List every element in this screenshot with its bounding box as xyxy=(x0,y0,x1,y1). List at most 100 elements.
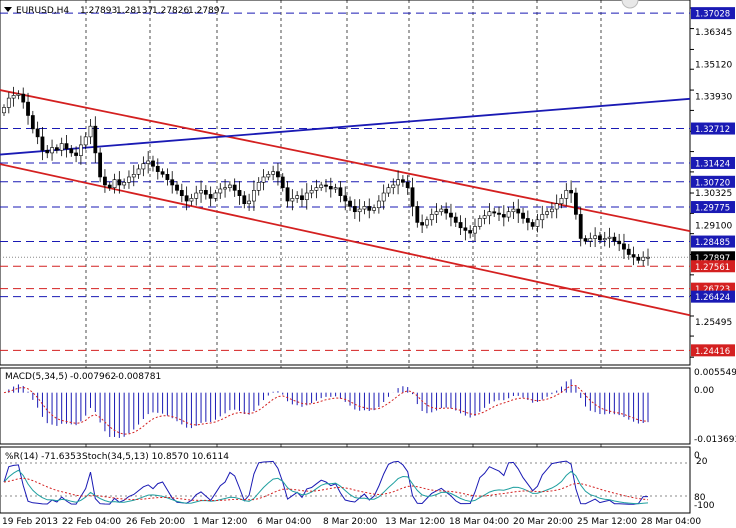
osc-label-2: Stoch(34,5,13) 10.8570 10.6114 xyxy=(82,452,229,462)
macd-histogram xyxy=(8,379,649,438)
candle-body xyxy=(11,95,16,99)
price-tag-box xyxy=(691,201,735,214)
candle-body xyxy=(607,236,612,239)
candle-body xyxy=(348,200,352,207)
candle-body xyxy=(2,107,6,114)
candle-body xyxy=(352,206,357,213)
price-tag-text: 1.33930 xyxy=(695,92,732,102)
candle-body xyxy=(247,200,252,205)
candle-body xyxy=(194,192,199,199)
candle-body xyxy=(184,195,189,202)
candle-body xyxy=(227,184,232,188)
candle-body xyxy=(146,160,151,164)
candle-body xyxy=(636,256,641,261)
macd-signal-line xyxy=(3,384,649,435)
candle-body xyxy=(112,179,117,188)
candle-body xyxy=(521,212,525,219)
price-tag-text: 1.28485 xyxy=(695,238,730,248)
price-tag-text: 1.27897 xyxy=(695,254,730,264)
macd-tick-zero: 0.00 xyxy=(694,386,714,396)
candle-body xyxy=(453,216,458,223)
candle-body xyxy=(492,211,497,214)
price-tag-box xyxy=(691,156,735,169)
candle-body xyxy=(482,215,487,219)
candle-body xyxy=(256,182,261,191)
macd-tick-bottom: -0.013693 xyxy=(694,435,736,445)
time-label: 28 Mar 04:00 xyxy=(641,517,701,527)
candle-body xyxy=(468,230,473,234)
price-tag-text: 1.26424 xyxy=(695,293,730,303)
candle-body xyxy=(40,136,45,151)
candle-body xyxy=(612,236,617,242)
price-tag-box xyxy=(691,235,735,248)
candle-body xyxy=(280,176,285,188)
candle-body xyxy=(516,208,521,214)
candle-body xyxy=(83,136,88,146)
price-tag-text: 1.30720 xyxy=(695,178,730,188)
candle-body xyxy=(93,125,98,154)
ohlc-close: 1.27897 xyxy=(188,6,225,16)
candle-body xyxy=(290,198,295,202)
candle-body xyxy=(304,192,309,201)
candle-body xyxy=(16,93,21,96)
candle-body xyxy=(199,190,203,194)
candle-body xyxy=(525,218,530,223)
candle-body xyxy=(54,147,59,151)
candle-body xyxy=(449,212,453,218)
candle-body xyxy=(165,174,170,180)
candle-body xyxy=(631,254,636,258)
osc-tick-100: -100 xyxy=(694,501,715,511)
candle-body xyxy=(506,211,511,218)
candle-body xyxy=(444,208,449,214)
stoch-signal-line xyxy=(3,477,649,501)
macd-value-1: -0.007962 xyxy=(70,372,116,382)
candle-body xyxy=(415,206,420,223)
time-axis: 19 Feb 2013 22 Feb 04:00 26 Feb 20:00 1 Mar… xyxy=(2,517,701,527)
candle-body xyxy=(271,171,276,175)
candle-body xyxy=(501,214,506,218)
candle-body xyxy=(69,148,74,154)
trendline xyxy=(0,97,691,156)
candle-body xyxy=(410,187,415,207)
candle-body xyxy=(309,190,314,194)
candle-body xyxy=(189,198,194,202)
candle-body xyxy=(107,184,112,188)
candle-body xyxy=(386,187,391,194)
candle-body xyxy=(400,179,405,183)
corner-info-icon[interactable] xyxy=(621,0,639,9)
candle-body xyxy=(30,115,35,130)
price-tag-text: 1.35120 xyxy=(695,61,732,71)
candle-body xyxy=(242,195,247,205)
candle-body xyxy=(21,93,26,103)
candle-body xyxy=(429,214,434,221)
candle-body xyxy=(127,176,131,183)
candle-body xyxy=(141,163,146,170)
price-tag-box xyxy=(691,290,735,303)
candles xyxy=(2,86,650,267)
price-tag-text: 1.24416 xyxy=(695,347,730,357)
price-tag-text: 1.36345 xyxy=(695,28,732,38)
candle-body xyxy=(64,143,69,150)
price-tag-text: 1.27561 xyxy=(695,263,730,273)
ohlc-high: 1.28137 xyxy=(116,6,153,16)
osc-tick-80: 80 xyxy=(694,493,706,503)
candle-body xyxy=(155,165,160,172)
candle-body xyxy=(420,222,425,226)
price-tag-text: 1.29775 xyxy=(695,204,730,214)
macd-value-2: -0.008781 xyxy=(115,372,161,382)
candle-body xyxy=(136,168,141,175)
candle-body xyxy=(646,256,650,259)
price-tag-box xyxy=(691,122,735,135)
candle-body xyxy=(588,238,593,242)
candle-body xyxy=(511,208,516,213)
time-label: 26 Feb 20:00 xyxy=(126,517,185,527)
trendline xyxy=(0,163,691,317)
candle-body xyxy=(357,208,362,213)
candle-body xyxy=(540,214,545,221)
menu-arrow-icon[interactable] xyxy=(4,7,12,12)
time-label: 18 Mar 04:00 xyxy=(449,517,509,527)
candle-body xyxy=(122,182,127,186)
candle-body xyxy=(381,192,386,202)
osc-tick-0: 0 xyxy=(694,451,700,461)
